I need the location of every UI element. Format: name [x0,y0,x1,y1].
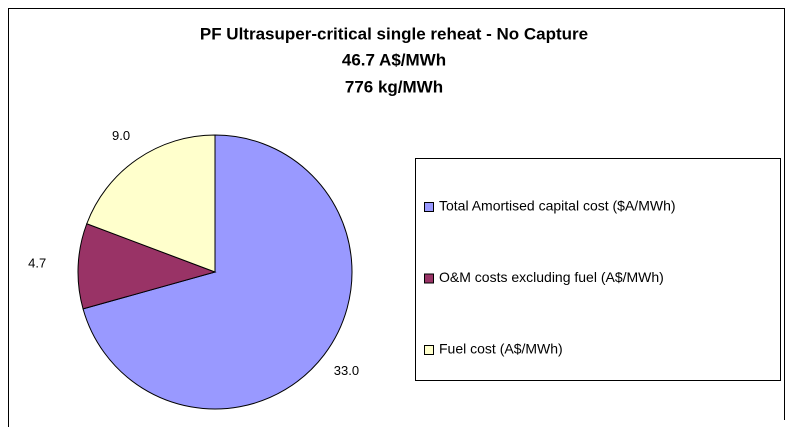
data-label: 33.0 [334,363,359,378]
chart-subtitle: 776 kg/MWh [345,77,443,96]
legend-swatch [424,202,434,212]
pie-slice [82,134,353,410]
data-label: 4.7 [28,256,46,271]
chart-title: PF Ultrasuper-critical single reheat - N… [200,24,588,43]
legend-label: O&M costs excluding fuel (A$/MWh) [439,269,664,285]
legend-box [415,158,781,381]
legend-swatch [424,345,434,355]
data-label: 9.0 [112,128,130,143]
legend-label: Fuel cost (A$/MWh) [439,341,563,357]
chart-subtitle: 46.7 A$/MWh [342,50,446,69]
pie-slice [86,134,216,273]
chart-border [8,8,785,427]
legend-swatch [424,273,434,284]
pie-slice [77,223,217,310]
legend-label: Total Amortised capital cost ($A/MWh) [439,198,676,214]
